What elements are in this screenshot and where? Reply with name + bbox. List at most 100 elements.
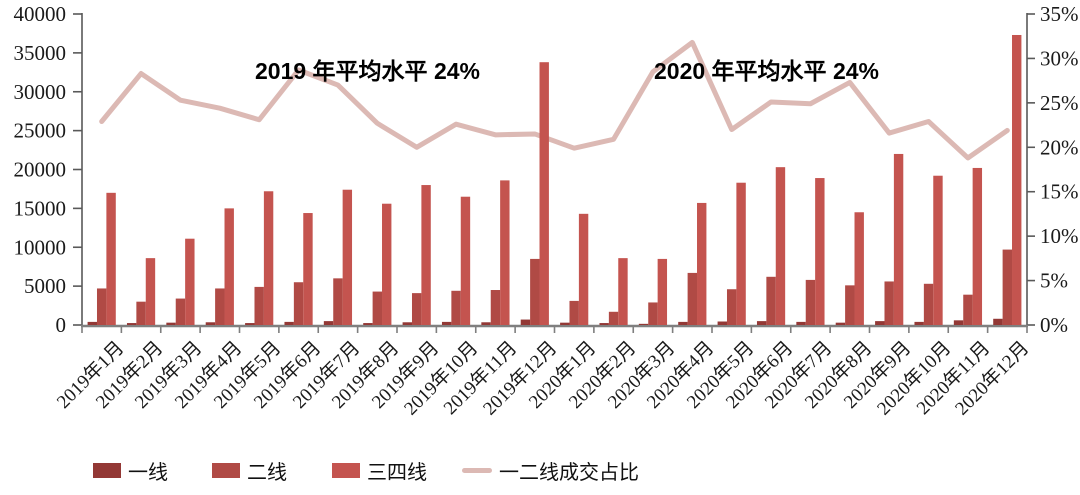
right-axis-tick-label: 35% bbox=[1040, 2, 1079, 26]
bar-tier2 bbox=[136, 301, 146, 325]
bar-tier34 bbox=[854, 212, 864, 325]
bar-tier2 bbox=[805, 279, 816, 325]
chart-legend: 一线 二线 三四线 一二线成交占比 bbox=[0, 455, 1080, 489]
bar-tier1 bbox=[87, 321, 97, 325]
annotation-2019-average: 2019 年平均水平 24% bbox=[255, 58, 480, 84]
bar-tier2 bbox=[451, 290, 461, 325]
bar-tier2 bbox=[687, 272, 698, 325]
bar-tier34 bbox=[972, 167, 983, 325]
bar-tier1 bbox=[245, 323, 255, 325]
legend-label: 一二线成交占比 bbox=[499, 461, 639, 484]
bar-tier34 bbox=[263, 191, 274, 325]
bar-tier1 bbox=[638, 323, 649, 325]
bar-tier1 bbox=[441, 321, 452, 325]
bar-tier2 bbox=[608, 311, 619, 325]
bar-tier1 bbox=[914, 321, 924, 325]
bar-tier34 bbox=[421, 185, 431, 325]
left-axis-tick-label: 40000 bbox=[14, 2, 67, 26]
right-axis-tick-label: 20% bbox=[1040, 135, 1079, 159]
bar-tier34 bbox=[145, 258, 156, 325]
bar-tier2 bbox=[293, 282, 304, 325]
bar-tier2 bbox=[530, 258, 540, 325]
bar-tier34 bbox=[185, 238, 195, 325]
bar-tier34 bbox=[933, 175, 943, 325]
right-axis-tick-label: 10% bbox=[1040, 224, 1079, 248]
legend-bar-swatch bbox=[93, 462, 121, 478]
bar-tier2 bbox=[411, 293, 422, 325]
bar-tier1 bbox=[126, 323, 137, 325]
bar-tier1 bbox=[481, 322, 491, 325]
bar-tier1 bbox=[520, 319, 531, 325]
bar-tier34 bbox=[815, 178, 825, 325]
bar-tier34 bbox=[342, 189, 353, 325]
bar-tier2 bbox=[923, 283, 934, 325]
right-axis-tick-label: 25% bbox=[1040, 91, 1079, 115]
bar-tier34 bbox=[106, 192, 116, 325]
annotation-2020-average: 2020 年平均水平 24% bbox=[654, 58, 879, 84]
left-axis-tick-label: 20000 bbox=[14, 158, 67, 182]
bar-tier1 bbox=[284, 321, 294, 325]
bar-tier34 bbox=[893, 153, 904, 325]
left-axis-tick-label: 15000 bbox=[14, 196, 67, 220]
left-axis-tick-label: 5000 bbox=[24, 274, 66, 298]
line-series-ratio bbox=[99, 39, 1010, 161]
bar-tier1 bbox=[402, 322, 412, 325]
bar-tier34 bbox=[775, 167, 786, 325]
legend-line-swatch bbox=[462, 467, 492, 473]
bar-tier2 bbox=[1002, 249, 1013, 325]
right-axis-tick-label: 0% bbox=[1040, 313, 1068, 337]
bar-tier1 bbox=[717, 321, 727, 325]
left-axis-tick-label: 0 bbox=[56, 313, 67, 337]
bar-tier1 bbox=[560, 322, 570, 325]
bar-tier1 bbox=[323, 321, 334, 325]
legend-label: 三四线 bbox=[367, 461, 427, 484]
bar-tier2 bbox=[648, 302, 658, 325]
bar-tier34 bbox=[697, 202, 707, 325]
bar-tier2 bbox=[254, 286, 264, 325]
bar-tier2 bbox=[215, 288, 225, 325]
right-axis-tick-label: 15% bbox=[1040, 180, 1079, 204]
bar-tier1 bbox=[166, 322, 176, 325]
bar-tier2 bbox=[569, 300, 579, 325]
legend-label: 一线 bbox=[128, 461, 168, 484]
bar-tier34 bbox=[224, 208, 234, 325]
legend-item-tier1: 一线 bbox=[93, 455, 168, 485]
bar-tier2 bbox=[766, 276, 776, 325]
bar-tier1 bbox=[953, 320, 964, 325]
left-axis-tick-label: 30000 bbox=[14, 80, 67, 104]
bar-tier34 bbox=[1012, 34, 1022, 326]
left-axis-tick-label: 35000 bbox=[14, 41, 67, 65]
legend-bar-swatch bbox=[332, 462, 360, 478]
bar-tier34 bbox=[460, 196, 471, 325]
left-axis-tick-label: 10000 bbox=[14, 235, 67, 259]
bar-tier34 bbox=[303, 213, 313, 325]
bar-tier1 bbox=[599, 323, 609, 325]
bar-tier34 bbox=[539, 62, 549, 326]
bar-tier34 bbox=[578, 213, 589, 325]
legend-label: 二线 bbox=[247, 461, 287, 484]
bar-tier1 bbox=[756, 321, 767, 325]
legend-item-tier2: 二线 bbox=[212, 455, 287, 485]
bar-tier2 bbox=[884, 281, 894, 325]
bar-tier1 bbox=[875, 321, 885, 325]
bar-tier2 bbox=[963, 294, 973, 325]
bar-tier34 bbox=[657, 258, 668, 325]
bar-tier1 bbox=[796, 321, 806, 325]
bar-tier2 bbox=[372, 291, 383, 325]
left-axis-tick-label: 25000 bbox=[14, 119, 67, 143]
legend-item-tier34: 三四线 bbox=[332, 455, 427, 485]
bar-tier2 bbox=[490, 290, 501, 325]
bar-tier1 bbox=[205, 322, 216, 325]
bar-tier2 bbox=[333, 278, 343, 325]
bar-tier1 bbox=[363, 323, 373, 325]
bar-tier34 bbox=[382, 203, 392, 325]
bar-tier2 bbox=[96, 288, 107, 325]
right-axis-tick-label: 5% bbox=[1040, 269, 1068, 293]
bar-tier2 bbox=[726, 289, 737, 325]
legend-bar-swatch bbox=[212, 462, 240, 478]
legend-item-ratio: 一二线成交占比 bbox=[462, 455, 639, 485]
bar-tier1 bbox=[993, 318, 1003, 325]
right-axis-tick-label: 30% bbox=[1040, 46, 1079, 70]
